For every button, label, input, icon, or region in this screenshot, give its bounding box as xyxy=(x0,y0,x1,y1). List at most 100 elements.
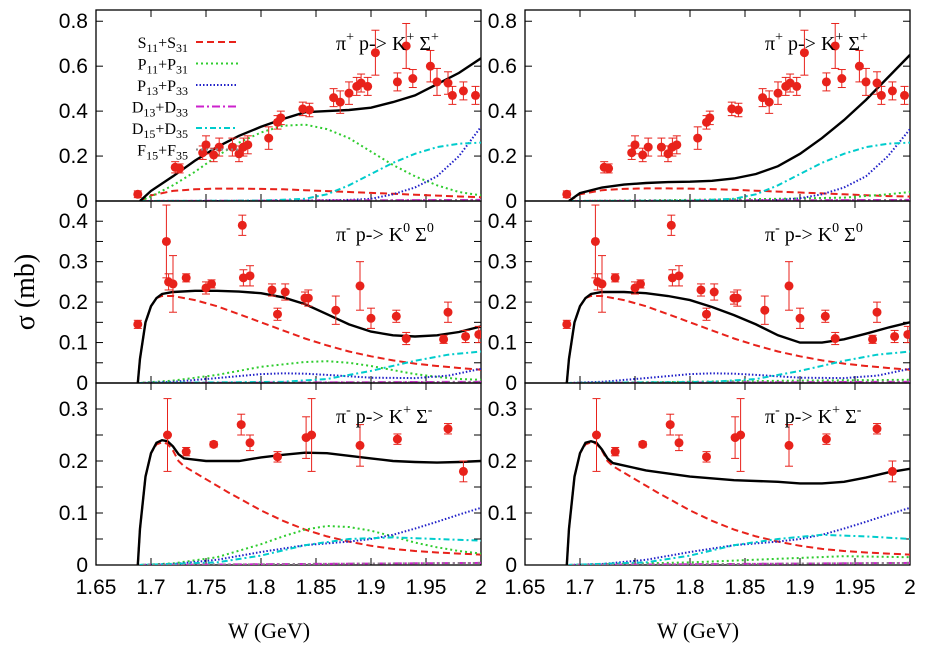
reaction-label: π+ p-> K+ Σ+ xyxy=(336,30,439,55)
legend-label-part: +D xyxy=(155,121,176,138)
legend-label-part: D xyxy=(132,100,144,117)
reaction-label-part: Σ xyxy=(410,224,427,246)
y-tick-label: 0.4 xyxy=(59,100,89,123)
curve-total xyxy=(565,439,910,565)
data-point xyxy=(592,430,601,440)
data-point xyxy=(209,439,219,449)
data-point xyxy=(837,74,847,84)
legend-label: S11+S31 xyxy=(138,35,188,55)
y-tick-label: 0.6 xyxy=(488,55,517,78)
data-point xyxy=(736,430,746,440)
data-point xyxy=(672,140,682,150)
data-point xyxy=(181,447,191,457)
reaction-label-part: p-> K xyxy=(351,224,404,246)
reaction-label-part: π xyxy=(336,33,346,55)
data-point xyxy=(872,307,882,317)
reaction-label-part: - xyxy=(346,403,351,418)
x-tick-label: 2 xyxy=(904,576,916,599)
x-tick-label: 2 xyxy=(475,576,487,599)
reaction-label: π+ p-> K+ Σ+ xyxy=(765,30,868,55)
data-point xyxy=(784,281,794,291)
data-point xyxy=(243,140,253,150)
legend-label-part: 11 xyxy=(147,63,159,77)
data-point xyxy=(638,150,648,160)
curve-total xyxy=(136,438,481,565)
reaction-label-part: 0 xyxy=(832,221,839,236)
y-tick-label: 0.1 xyxy=(59,502,88,525)
reaction-label-part: + xyxy=(835,30,843,45)
legend-label-part: +S xyxy=(158,35,176,52)
data-point xyxy=(590,236,600,246)
reaction-label-part: Σ xyxy=(840,406,857,428)
data-point xyxy=(610,273,620,283)
data-point xyxy=(201,140,211,150)
data-point xyxy=(702,452,711,462)
data-point xyxy=(366,313,376,323)
data-point xyxy=(401,41,411,51)
data-point xyxy=(432,77,442,87)
reaction-label: π- p-> K+ Σ- xyxy=(765,403,862,428)
data-point xyxy=(702,309,711,319)
data-point xyxy=(799,48,809,58)
data-point xyxy=(854,61,864,71)
data-point xyxy=(207,279,216,289)
data-point xyxy=(693,133,703,143)
reaction-label-part: p-> K xyxy=(780,224,833,246)
data-point xyxy=(792,81,802,91)
curve-total xyxy=(136,289,481,383)
data-point xyxy=(443,424,453,434)
data-point xyxy=(733,105,743,115)
y-tick-label: 0.3 xyxy=(59,251,88,274)
data-point xyxy=(133,189,143,199)
data-point xyxy=(758,93,768,103)
panel-r1-c0: 00.10.20.30.4π- p-> K0 Σ0 xyxy=(59,200,482,395)
y-tick-label: 0 xyxy=(76,372,88,395)
data-point xyxy=(627,148,637,158)
data-point xyxy=(447,90,457,100)
data-point xyxy=(471,90,480,100)
data-point xyxy=(900,90,909,100)
panel-r2-c1: 00.10.20.31.65 1.7 1.75 1.8 1.85 1.9 1.95 2π- p… xyxy=(488,382,916,599)
x-tick-label: 1.85 xyxy=(725,576,766,599)
y-tick-label: 0 xyxy=(505,554,517,577)
legend-label-part: 13 xyxy=(146,84,158,98)
data-point xyxy=(636,279,645,289)
legend-label-part: +P xyxy=(158,57,176,74)
data-point xyxy=(821,434,831,444)
reaction-label-part: p-> K xyxy=(351,406,404,428)
x-tick-label: 1.95 xyxy=(835,576,876,599)
legend-label: P11+P31 xyxy=(138,57,188,77)
curve-d13d33 xyxy=(139,198,481,201)
panel-r2-c0: 00.10.20.31.65 1.7 1.75 1.8 1.85 1.9 1.95 2π- p… xyxy=(59,382,487,599)
x-tick-label: 1.9 xyxy=(785,576,814,599)
data-point xyxy=(760,305,770,315)
legend-label-part: 33 xyxy=(176,84,188,98)
legend-label-part: +P xyxy=(158,78,176,95)
y-tick-label: 0.2 xyxy=(488,450,517,473)
legend-label: P13+P33 xyxy=(137,78,188,98)
data-point xyxy=(458,466,468,476)
curve-d15d35 xyxy=(566,533,910,565)
reaction-label-part: π xyxy=(765,406,775,428)
legend-label-part: 11 xyxy=(147,41,159,55)
data-point xyxy=(820,311,830,321)
reaction-label-part: + xyxy=(406,30,414,45)
y-tick-label: 0.8 xyxy=(59,10,88,33)
data-point xyxy=(245,271,255,281)
data-point xyxy=(439,334,449,344)
data-point xyxy=(209,150,219,160)
reaction-label-part: p-> K xyxy=(780,406,833,428)
data-point xyxy=(458,86,468,96)
legend-label: D15+D35 xyxy=(132,121,188,141)
data-point xyxy=(273,309,282,319)
data-point xyxy=(344,88,354,98)
curve-s11s31 xyxy=(565,441,910,565)
curve-f15f35 xyxy=(566,561,910,565)
x-tick-label: 1.75 xyxy=(186,576,227,599)
legend-label: F15+F35 xyxy=(137,143,188,163)
reaction-label-part: - xyxy=(428,403,433,418)
curve-f15f35 xyxy=(137,561,481,565)
data-point xyxy=(461,331,471,341)
